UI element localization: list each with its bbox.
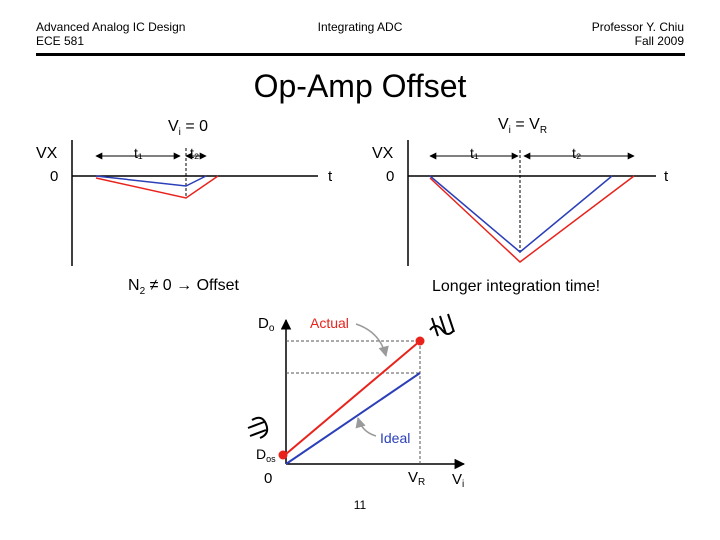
offset-label: Dos — [256, 446, 276, 464]
right-plot-caption: Vi = VR — [498, 116, 547, 136]
caption-var: V — [498, 116, 509, 133]
semester: Fall 2009 — [634, 34, 684, 48]
left-actual-trace — [95, 175, 219, 199]
course-number: ECE 581 — [36, 34, 85, 48]
ideal-line — [285, 372, 421, 465]
header-divider — [36, 53, 685, 56]
note-var: N — [128, 277, 140, 294]
right-timing-plot: VX 0 t t₁ t₂ — [372, 140, 669, 266]
slide-title: Op-Amp Offset — [253, 68, 467, 104]
note-rest: ≠ 0 → Offset — [145, 277, 239, 294]
transfer-x-label: Vi — [452, 471, 464, 490]
caption-var: V — [168, 118, 179, 135]
note-sub: 2 — [139, 286, 146, 298]
actual-line — [285, 340, 421, 455]
actual-callout-arrow — [355, 323, 389, 358]
course-info: Advanced Analog IC Design ECE 581 — [36, 20, 185, 48]
right-y-label: VX — [372, 145, 394, 162]
instructor-info: Professor Y. Chiu Fall 2009 — [592, 20, 684, 48]
right-ideal-trace — [429, 175, 613, 253]
left-plot-caption: Vi = 0 — [168, 118, 208, 138]
caption-sub: i — [508, 125, 511, 137]
full-scale-point — [415, 336, 425, 346]
caption-sub2: R — [539, 125, 548, 137]
offset-point — [278, 450, 288, 460]
caption-mid: = V — [510, 116, 540, 133]
transfer-y-label: Do — [258, 315, 275, 334]
right-x-label: t — [664, 168, 669, 185]
lecture-topic: Integrating ADC — [317, 20, 403, 34]
caption-sub: i — [178, 127, 181, 139]
right-t2-label: t₂ — [572, 145, 581, 161]
course-title: Advanced Analog IC Design — [36, 20, 186, 34]
left-ideal-trace — [95, 175, 207, 187]
integration-time-note: Longer integration time! — [432, 278, 601, 295]
vr-label: VR — [408, 469, 425, 488]
right-t1-label: t₁ — [470, 145, 479, 161]
left-y-label: VX — [36, 145, 58, 162]
left-origin: 0 — [50, 168, 58, 185]
gain-error-mark — [429, 313, 455, 337]
ideal-label: Ideal — [380, 430, 410, 446]
instructor-name: Professor Y. Chiu — [591, 20, 684, 34]
left-x-label: t — [328, 168, 333, 185]
offset-note: N2 ≠ 0 → Offset — [128, 277, 239, 297]
actual-label: Actual — [310, 315, 349, 331]
left-timing-plot: VX 0 t t₁ t₂ — [36, 140, 333, 266]
page-number: 11 — [353, 498, 367, 512]
offset-error-mark — [247, 416, 269, 439]
ideal-callout-arrow — [355, 416, 377, 437]
transfer-characteristic-plot: Actual Ideal Do Dos 0 VR Vi — [247, 313, 466, 490]
left-t2-label: t₂ — [190, 145, 199, 161]
transfer-origin: 0 — [264, 470, 272, 487]
right-actual-trace — [429, 175, 635, 263]
caption-rest: = 0 — [180, 118, 209, 135]
left-t1-label: t₁ — [134, 145, 143, 161]
right-origin: 0 — [386, 168, 394, 185]
